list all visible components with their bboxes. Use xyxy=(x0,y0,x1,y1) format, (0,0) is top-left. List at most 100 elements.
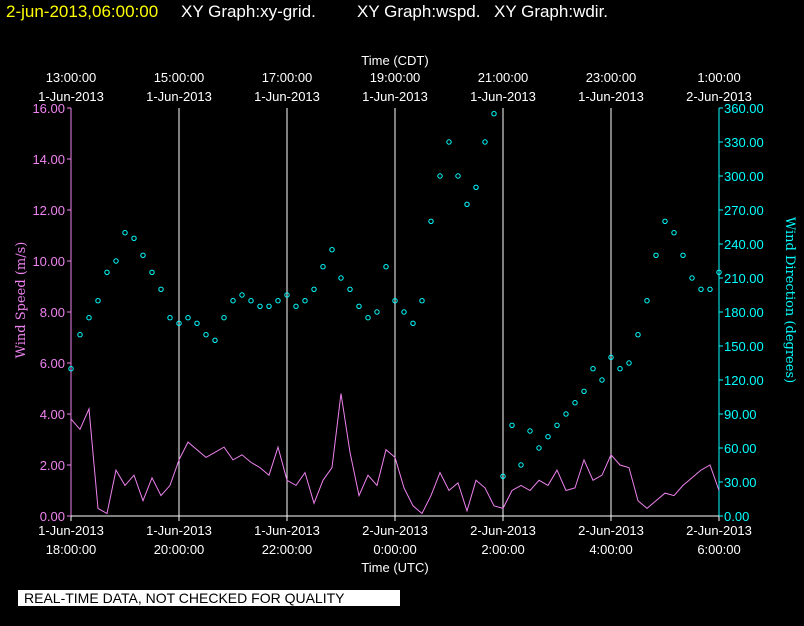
left-tick-label: 12.00 xyxy=(32,203,65,218)
wind-direction-point xyxy=(77,332,83,338)
wind-direction-point xyxy=(374,309,380,315)
wind-direction-point xyxy=(437,173,443,179)
bottom-tick-time: 18:00:00 xyxy=(46,542,97,557)
wind-direction-point xyxy=(230,298,236,304)
bottom-tick-time: 4:00:00 xyxy=(589,542,632,557)
bottom-tick-date: 2-Jun-2013 xyxy=(578,523,644,538)
wind-direction-point xyxy=(122,230,128,236)
top-tick-time: 21:00:00 xyxy=(478,70,529,85)
wind-direction-point xyxy=(644,298,650,304)
wind-direction-point xyxy=(257,303,263,309)
header-title-wspd: XY Graph:wspd. xyxy=(357,2,480,21)
bottom-tick-date: 2-Jun-2013 xyxy=(362,523,428,538)
right-axis-label: Wind Direction (degrees) xyxy=(782,217,797,383)
left-axis-ticks: 0.00 2.00 4.00 6.00 8.00 10.00 12.00 14.00 16.00 xyxy=(32,101,71,524)
wind-direction-point xyxy=(356,303,362,309)
header-title-grid: XY Graph:xy-grid. xyxy=(181,2,316,21)
wind-direction-point xyxy=(590,366,596,372)
bottom-tick-time: 6:00:00 xyxy=(697,542,740,557)
top-tick-time: 17:00:00 xyxy=(262,70,313,85)
top-tick-time: 15:00:00 xyxy=(154,70,205,85)
right-tick-label: 240.00 xyxy=(724,237,764,252)
right-tick-label: 270.00 xyxy=(724,203,764,218)
wind-direction-point xyxy=(446,139,452,145)
wind-direction-point xyxy=(95,298,101,304)
wind-direction-point xyxy=(536,445,542,451)
wind-direction-point xyxy=(554,422,560,428)
left-tick-label: 2.00 xyxy=(40,458,65,473)
wind-direction-point xyxy=(419,298,425,304)
right-tick-label: 60.00 xyxy=(724,441,757,456)
wind-direction-point xyxy=(617,366,623,372)
top-tick-date: 1-Jun-2013 xyxy=(254,89,320,104)
right-tick-label: 180.00 xyxy=(724,305,764,320)
right-tick-label: 90.00 xyxy=(724,407,757,422)
wind-direction-point xyxy=(599,377,605,383)
left-tick-label: 10.00 xyxy=(32,254,65,269)
wind-direction-point xyxy=(527,428,533,434)
wind-direction-point xyxy=(275,298,281,304)
quality-notice: REAL-TIME DATA, NOT CHECKED FOR QUALITY xyxy=(24,590,345,606)
top-tick-date: 2-Jun-2013 xyxy=(686,89,752,104)
right-tick-label: 0.00 xyxy=(724,509,749,524)
wind-speed-series xyxy=(70,393,720,515)
top-tick-date: 1-Jun-2013 xyxy=(578,89,644,104)
notice-box xyxy=(18,590,400,606)
wind-direction-point xyxy=(653,252,659,259)
wind-direction-point xyxy=(410,320,416,326)
wind-direction-point xyxy=(212,337,218,343)
wind-direction-point xyxy=(635,332,641,338)
wind-direction-point xyxy=(266,303,272,309)
wind-direction-point xyxy=(680,252,686,259)
header-title-wdir: XY Graph:wdir. xyxy=(494,2,608,21)
header-date: 2-jun-2013,06:00:00 xyxy=(6,2,158,21)
wind-direction-point xyxy=(716,269,722,275)
wind-direction-point xyxy=(338,275,344,281)
left-tick-label: 6.00 xyxy=(40,356,65,371)
wind-direction-point xyxy=(509,422,515,428)
left-tick-label: 0.00 xyxy=(40,509,65,524)
right-tick-label: 360.00 xyxy=(724,101,764,116)
wind-direction-point xyxy=(518,462,524,468)
bottom-tick-time: 20:00:00 xyxy=(154,542,205,557)
wind-direction-point xyxy=(86,315,92,321)
wind-direction-point xyxy=(671,230,677,236)
wind-direction-point xyxy=(284,292,290,298)
right-tick-label: 300.00 xyxy=(724,169,764,184)
wind-direction-series xyxy=(68,111,722,479)
wind-direction-point xyxy=(176,320,182,326)
top-tick-time: 19:00:00 xyxy=(370,70,421,85)
top-tick-time: 1:00:00 xyxy=(697,70,740,85)
bottom-tick-date: 1-Jun-2013 xyxy=(146,523,212,538)
wind-direction-point xyxy=(113,258,119,264)
wind-direction-point xyxy=(167,315,173,321)
wind-direction-point xyxy=(131,235,137,242)
wind-direction-point xyxy=(608,354,614,360)
bottom-tick-date: 2-Jun-2013 xyxy=(470,523,536,538)
wind-speed-line xyxy=(70,393,720,515)
top-tick-time: 23:00:00 xyxy=(586,70,637,85)
bottom-tick-date: 1-Jun-2013 xyxy=(38,523,104,538)
wind-direction-point xyxy=(293,303,299,309)
wind-direction-point xyxy=(482,139,488,145)
wind-direction-point xyxy=(329,247,335,253)
wind-direction-point xyxy=(464,201,470,208)
wind-direction-point xyxy=(563,411,569,417)
top-tick-time: 13:00:00 xyxy=(46,70,97,85)
wind-direction-point xyxy=(581,388,587,394)
wind-direction-point xyxy=(626,360,632,366)
wind-direction-point xyxy=(365,315,371,321)
wind-direction-point xyxy=(545,434,551,440)
right-axis-ticks: 0.00 30.00 60.00 90.00 120.00 150.00 180.00 210… xyxy=(719,101,764,524)
wind-direction-point xyxy=(401,309,407,315)
bottom-tick-date: 1-Jun-2013 xyxy=(254,523,320,538)
wind-direction-point xyxy=(104,269,110,275)
top-tick-date: 1-Jun-2013 xyxy=(470,89,536,104)
left-tick-label: 14.00 xyxy=(32,152,65,167)
top-tick-date: 1-Jun-2013 xyxy=(146,89,212,104)
wind-direction-point xyxy=(689,275,695,281)
wind-direction-point xyxy=(203,332,209,338)
wind-direction-point xyxy=(320,264,326,270)
wind-direction-point xyxy=(347,286,353,292)
bottom-tick-time: 2:00:00 xyxy=(481,542,524,557)
